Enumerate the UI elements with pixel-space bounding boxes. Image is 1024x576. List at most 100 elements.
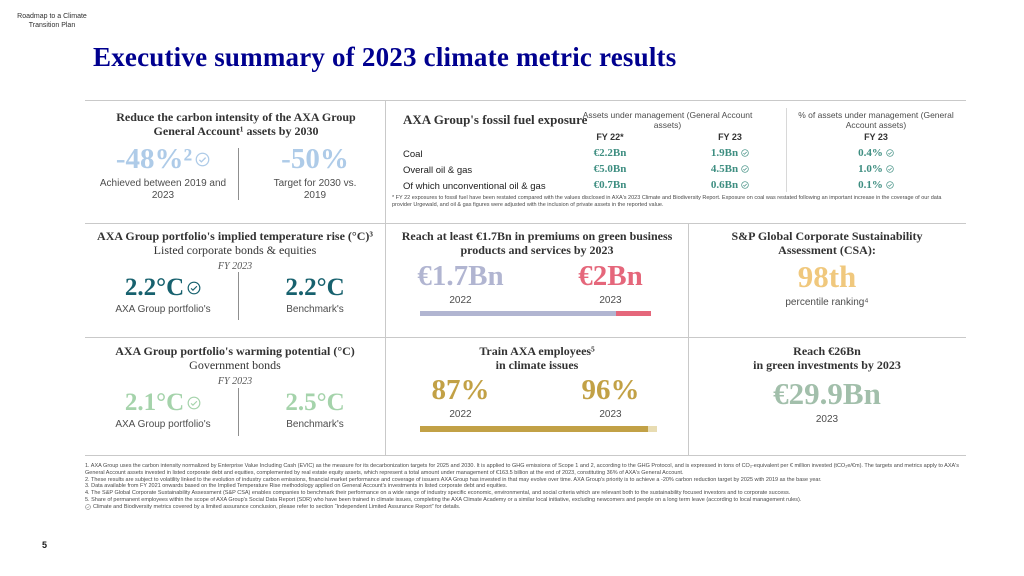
footnote: 5. Share of permanent employees within t… bbox=[85, 496, 802, 503]
warming-potential-period: FY 2023 bbox=[217, 376, 253, 387]
carbon-intensity-target-label: Target for 2030 vs. 2019 bbox=[273, 178, 357, 201]
warming-potential-subtitle: Government bonds bbox=[189, 358, 281, 372]
fossil-fuel-col-fy22: FY 22* bbox=[596, 132, 624, 142]
check-circle-icon bbox=[741, 149, 749, 157]
divider bbox=[85, 455, 966, 456]
warming-potential-benchmark-label: Benchmark's bbox=[286, 419, 344, 430]
check-circle-icon bbox=[886, 149, 894, 157]
warming-potential-benchmark: 2.5°C Benchmark's bbox=[247, 389, 383, 431]
divider bbox=[238, 148, 239, 200]
carbon-intensity-target-value: -50% bbox=[281, 143, 349, 175]
check-circle-icon bbox=[85, 504, 91, 511]
divider bbox=[238, 388, 239, 436]
implied-temperature-title: AXA Group portfolio's implied temperatur… bbox=[97, 229, 373, 243]
table-cell: 0.6Bn bbox=[710, 179, 739, 191]
green-premiums-2022-year: 2022 bbox=[449, 295, 472, 306]
implied-temperature-portfolio-label: AXA Group portfolio's bbox=[115, 304, 211, 315]
check-circle-icon bbox=[741, 181, 749, 189]
table-cell: €2.2Bn bbox=[593, 147, 627, 159]
table-cell: 0.1% bbox=[858, 179, 883, 191]
implied-temperature-benchmark-label: Benchmark's bbox=[286, 304, 344, 315]
fossil-fuel-col-pct-fy23: FY 23 bbox=[864, 132, 888, 142]
green-premiums-title: Reach at least €1.7Bn in premiums on gre… bbox=[401, 229, 673, 257]
csa-label: percentile ranking⁴ bbox=[785, 297, 869, 308]
divider bbox=[85, 100, 966, 101]
green-investments-metric: €29.9Bn 2023 bbox=[740, 376, 914, 426]
warming-potential-portfolio-label: AXA Group portfolio's bbox=[115, 419, 211, 430]
green-investments-value: €29.9Bn bbox=[773, 376, 881, 411]
training-2023-value: 96% bbox=[581, 374, 640, 406]
warming-potential-title: AXA Group portfolio's warming potential … bbox=[115, 344, 355, 358]
divider bbox=[688, 223, 689, 455]
check-circle-icon bbox=[886, 181, 894, 189]
table-cell: €0.7Bn bbox=[593, 179, 627, 191]
carbon-intensity-achieved-label: Achieved between 2019 and 2023 bbox=[99, 178, 227, 201]
footnote: 4. The S&P Global Corporate Sustainabili… bbox=[85, 490, 791, 497]
warming-potential-benchmark-value: 2.5°C bbox=[285, 389, 345, 416]
brand-line1: Roadmap to a Climate bbox=[17, 13, 87, 20]
page-number: 5 bbox=[42, 540, 48, 550]
assurance-footnote-text: Climate and Biodiversity metrics covered… bbox=[93, 503, 461, 510]
table-row-label: Coal bbox=[403, 149, 423, 160]
brand-logo: Roadmap to a Climate Transition Plan bbox=[6, 12, 98, 30]
divider bbox=[85, 337, 966, 338]
green-investments-year: 2023 bbox=[815, 414, 839, 425]
footnote: 1. AXA Group uses the carbon intensity n… bbox=[85, 463, 959, 476]
fossil-fuel-footnote: * FY 22 exposures to fossil fuel have be… bbox=[392, 195, 942, 208]
carbon-intensity-title: Reduce the carbon intensity of the AXA G… bbox=[116, 110, 356, 138]
warming-potential-portfolio-value: 2.1°C bbox=[124, 389, 185, 416]
carbon-intensity-achieved-value: -48%² bbox=[115, 143, 193, 175]
footnotes-block: 1. AXA Group uses the carbon intensity n… bbox=[85, 463, 965, 511]
fossil-fuel-group2-header: % of assets under management (General Ac… bbox=[798, 110, 954, 130]
divider bbox=[85, 223, 966, 224]
check-circle-icon bbox=[195, 152, 210, 167]
table-row-label: Overall oil & gas bbox=[403, 165, 473, 176]
fossil-fuel-group1-header: Assets under management (General Account… bbox=[582, 110, 753, 130]
green-premiums-2022-value: €1.7Bn bbox=[417, 260, 504, 292]
table-cell: €5.0Bn bbox=[593, 163, 627, 175]
training-2022-year: 2022 bbox=[449, 409, 472, 420]
check-circle-icon bbox=[741, 165, 749, 173]
table-row-label: Of which unconventional oil & gas bbox=[403, 181, 546, 192]
green-premiums-2022: €1.7Bn 2022 bbox=[398, 260, 523, 307]
implied-temperature-subtitle: Listed corporate bonds & equities bbox=[153, 243, 317, 257]
brand-line2: Transition Plan bbox=[28, 22, 76, 29]
table-cell: 1.9Bn bbox=[710, 147, 739, 159]
csa-value: 98th bbox=[797, 259, 857, 294]
table-cell: 4.5Bn bbox=[710, 163, 739, 175]
green-investments-title-line1: Reach €26Bn bbox=[793, 344, 861, 358]
green-premiums-2023: €2Bn 2023 bbox=[548, 260, 673, 307]
green-premiums-progress-bar bbox=[420, 311, 651, 316]
divider bbox=[238, 272, 239, 320]
progress-bar-target-segment bbox=[616, 311, 651, 316]
training-title-line2: in climate issues bbox=[495, 358, 579, 372]
progress-bar-achieved-segment bbox=[420, 311, 617, 316]
progress-bar-remainder-segment bbox=[647, 426, 657, 432]
implied-temperature-portfolio: 2.2°C AXA Group portfolio's bbox=[95, 274, 231, 316]
implied-temperature-benchmark: 2.2°C Benchmark's bbox=[247, 274, 383, 316]
fossil-fuel-col-fy23: FY 23 bbox=[718, 132, 742, 142]
table-cell: 1.0% bbox=[858, 163, 883, 175]
check-circle-icon bbox=[886, 165, 894, 173]
footnote: 2. These results are subject to volatili… bbox=[85, 476, 822, 483]
fossil-fuel-title: AXA Group's fossil fuel exposure bbox=[403, 112, 588, 127]
training-title-line1: Train AXA employees⁵ bbox=[479, 344, 595, 358]
carbon-intensity-achieved: -48%² Achieved between 2019 and 2023 bbox=[95, 143, 231, 202]
training-2022: 87% 2022 bbox=[398, 374, 523, 421]
training-2022-value: 87% bbox=[431, 374, 490, 406]
carbon-intensity-target: -50% Target for 2030 vs. 2019 bbox=[247, 143, 383, 202]
green-investments-title-line2: in green investments by 2023 bbox=[753, 358, 901, 372]
check-circle-icon bbox=[187, 281, 201, 295]
green-premiums-2023-value: €2Bn bbox=[578, 260, 643, 292]
training-2023-year: 2023 bbox=[599, 409, 622, 420]
csa-title: S&P Global Corporate Sustainability Asse… bbox=[731, 229, 923, 257]
green-premiums-2023-year: 2023 bbox=[599, 295, 622, 306]
implied-temperature-portfolio-value: 2.2°C bbox=[124, 274, 185, 301]
assurance-footnote: Climate and Biodiversity metrics covered… bbox=[85, 504, 965, 511]
page-title: Executive summary of 2023 climate metric… bbox=[93, 42, 677, 72]
check-circle-icon bbox=[187, 396, 201, 410]
training-2023: 96% 2023 bbox=[548, 374, 673, 421]
implied-temperature-period: FY 2023 bbox=[217, 261, 253, 272]
footnote: 3. Data available from FY 2021 onwards b… bbox=[85, 483, 508, 490]
csa-metric: 98th percentile ranking⁴ bbox=[740, 259, 914, 309]
